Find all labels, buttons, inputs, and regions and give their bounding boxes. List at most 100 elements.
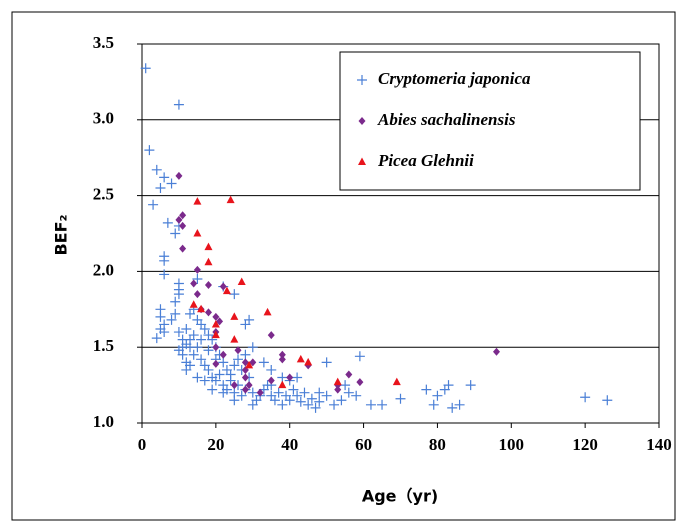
point	[354, 351, 365, 362]
point	[203, 345, 214, 356]
point	[284, 395, 295, 406]
point	[351, 390, 362, 401]
point	[269, 395, 280, 406]
point	[210, 375, 221, 386]
point	[278, 350, 286, 359]
x-tick-label: 100	[499, 435, 525, 454]
point	[179, 244, 187, 253]
point	[230, 312, 239, 320]
point	[159, 327, 170, 338]
point	[288, 384, 299, 395]
point	[159, 172, 170, 183]
y-tick-label: 3.5	[93, 33, 114, 52]
point	[173, 99, 184, 110]
y-tick-label: 3.0	[93, 109, 114, 128]
x-axis-label: Age（yr)	[362, 487, 438, 506]
point	[216, 317, 224, 326]
point	[296, 354, 305, 363]
x-tick-label: 40	[281, 435, 298, 454]
point	[233, 354, 244, 365]
point	[392, 377, 401, 386]
point	[241, 358, 249, 367]
point	[321, 390, 332, 401]
point	[377, 399, 388, 410]
point	[314, 387, 325, 398]
point	[199, 324, 210, 335]
x-tick-label: 60	[355, 435, 372, 454]
point	[196, 354, 207, 365]
legend-label: Abies sachalinensis	[377, 110, 516, 129]
point	[179, 211, 187, 220]
point	[258, 357, 269, 368]
point	[237, 277, 246, 286]
y-tick-label: 1.5	[93, 336, 114, 355]
point	[336, 395, 347, 406]
point	[212, 359, 220, 368]
point	[292, 390, 303, 401]
point	[493, 347, 501, 356]
point	[321, 357, 332, 368]
y-tick-label: 2.0	[93, 260, 114, 279]
x-tick-label: 0	[138, 435, 147, 454]
point	[329, 399, 340, 410]
point	[247, 399, 258, 410]
point	[170, 308, 181, 319]
point	[218, 357, 229, 368]
legend-label: Picea Glehnii	[377, 151, 474, 170]
point	[432, 390, 443, 401]
point	[356, 378, 364, 387]
point	[159, 255, 170, 266]
point	[181, 364, 192, 375]
point	[193, 197, 202, 205]
point	[278, 380, 287, 389]
point	[247, 387, 258, 398]
point	[179, 221, 187, 230]
point	[333, 377, 342, 386]
point	[144, 145, 155, 156]
x-tick-label: 140	[646, 435, 672, 454]
point	[245, 360, 254, 369]
point	[166, 178, 177, 189]
point	[214, 369, 225, 380]
point	[266, 364, 277, 375]
point	[185, 308, 196, 319]
point	[166, 314, 177, 325]
point	[175, 171, 183, 180]
point	[428, 399, 439, 410]
point	[267, 376, 275, 385]
point	[236, 390, 247, 401]
point	[334, 385, 342, 394]
point	[229, 395, 240, 406]
point	[602, 395, 613, 406]
point	[188, 349, 199, 360]
point	[192, 273, 203, 284]
y-axis-label: BEF₂	[52, 214, 71, 255]
point	[343, 387, 354, 398]
x-tick-label: 80	[429, 435, 446, 454]
point	[314, 396, 325, 407]
point	[211, 319, 220, 328]
point	[173, 327, 184, 338]
point	[155, 311, 166, 322]
point	[304, 357, 313, 366]
point	[421, 384, 432, 395]
y-tick-label: 2.5	[93, 185, 114, 204]
point	[240, 349, 251, 360]
point	[192, 372, 203, 383]
point	[173, 289, 184, 300]
point	[203, 364, 214, 375]
point	[175, 215, 183, 224]
point	[249, 358, 257, 367]
point	[247, 342, 258, 353]
point	[207, 384, 218, 395]
point	[229, 360, 240, 371]
point	[170, 228, 181, 239]
point	[278, 355, 286, 364]
point	[140, 63, 151, 74]
point	[218, 387, 229, 398]
x-tick-label: 120	[572, 435, 598, 454]
point	[162, 217, 173, 228]
legend-label: Cryptomeria japonica	[378, 69, 531, 88]
x-tick-label: 20	[207, 435, 224, 454]
